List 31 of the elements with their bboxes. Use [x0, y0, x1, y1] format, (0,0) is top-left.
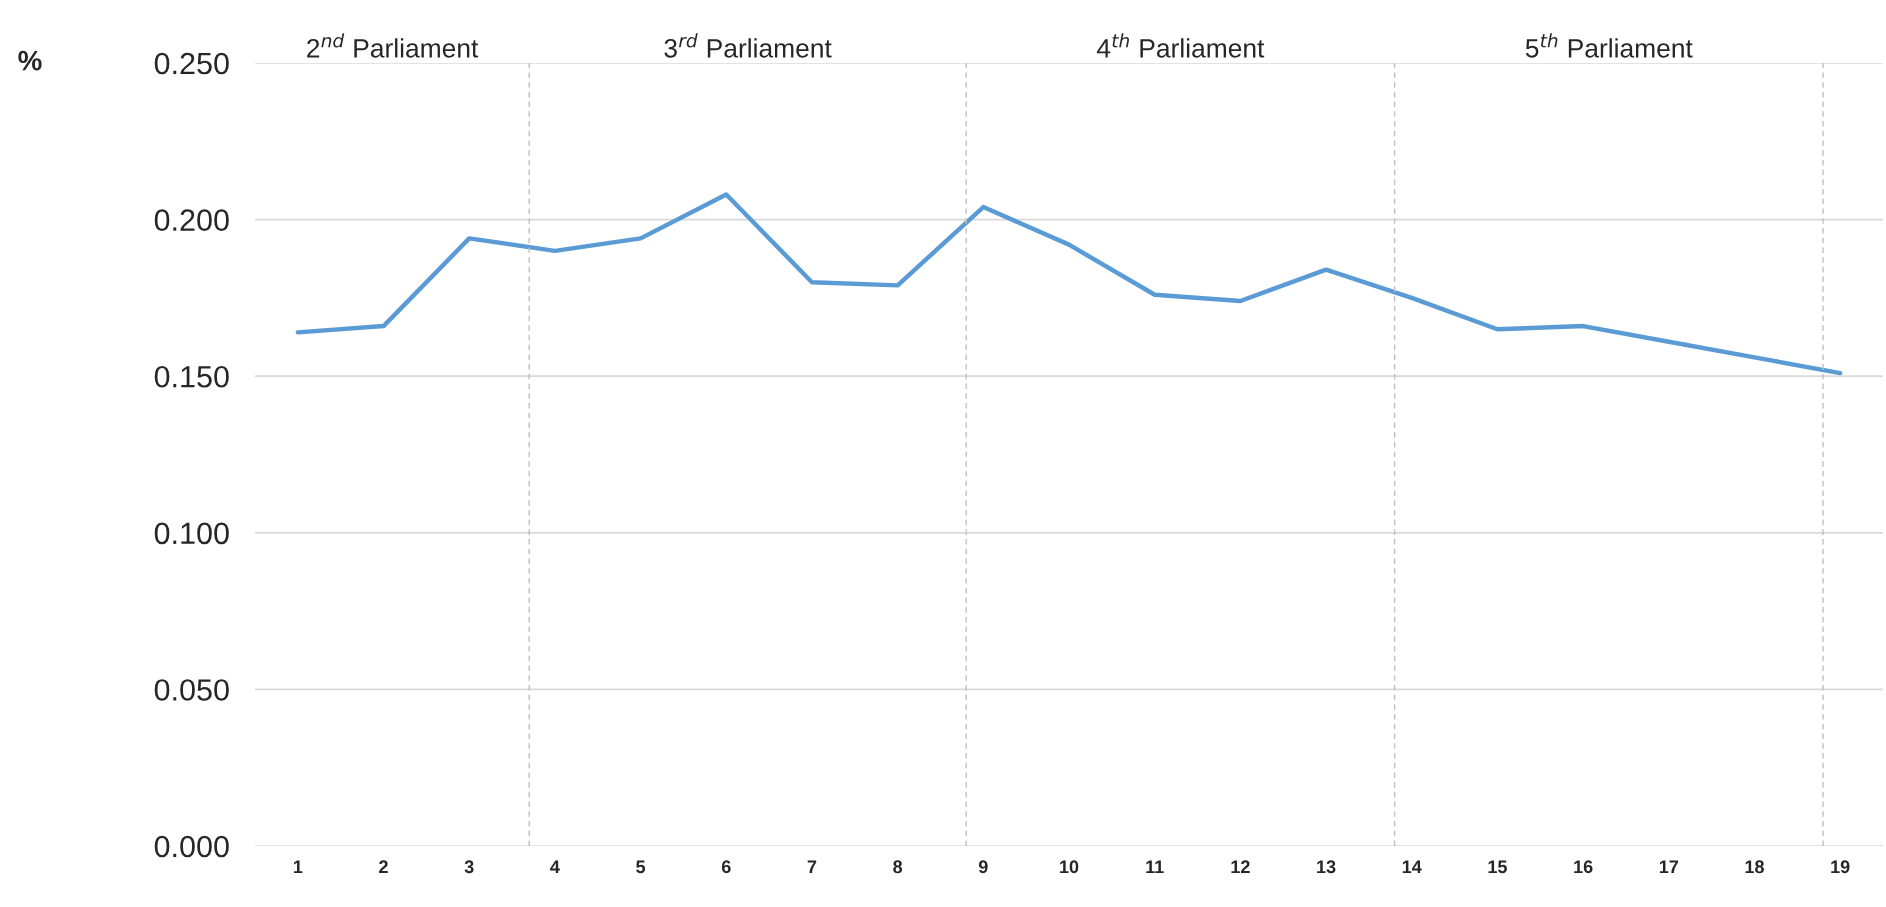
x-tick-label: 5 [636, 860, 646, 874]
text: 3$^{rd}$ Parliament [664, 33, 832, 58]
y-tick-label: 0.100 [154, 522, 229, 545]
x-tick-label: 17 [1659, 860, 1679, 873]
x-tick-label: 12 [1231, 860, 1250, 873]
x-tick-label: 2 [379, 860, 388, 873]
text: 4$^{th}$ Parliament [1096, 33, 1265, 58]
x-tick-label: 1 [293, 860, 303, 873]
text: 2$^{nd}$ Parliament [307, 33, 479, 58]
line-series [295, 192, 1843, 376]
x-tick-label: 10 [1060, 860, 1079, 874]
x-tick-label: 13 [1317, 860, 1336, 874]
x-tick-label: 19 [1831, 860, 1850, 874]
x-tick-label: 3 [464, 860, 474, 874]
x-tick-label: 9 [978, 860, 988, 874]
x-tick-label: 15 [1488, 860, 1507, 874]
y-axis-title: % [18, 50, 42, 71]
x-tick-label: 16 [1574, 860, 1593, 874]
y-tick-label: 0.050 [154, 679, 229, 701]
x-tick-label: 4 [550, 860, 560, 873]
y-tick-label: 0.000 [154, 835, 229, 858]
x-tick-label: 18 [1745, 860, 1764, 874]
text: 5$^{th}$ Parliament [1525, 33, 1693, 58]
x-tick-label: 7 [807, 860, 817, 873]
y-tick-label: 0.200 [154, 209, 229, 231]
x-tick-label: 8 [893, 860, 903, 874]
x-tick-label: 11 [1146, 860, 1164, 873]
x-tick-label: 14 [1402, 860, 1422, 873]
y-tick-label: 0.150 [154, 365, 229, 388]
y-tick-label: 0.250 [154, 52, 229, 75]
x-tick-label: 6 [721, 860, 731, 874]
